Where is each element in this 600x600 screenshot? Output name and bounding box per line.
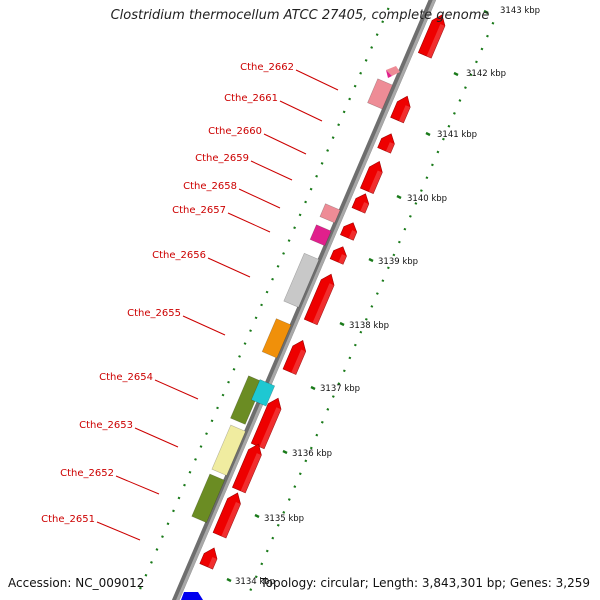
gene-feature[interactable] [191, 473, 225, 523]
reverse-strand-features[interactable] [181, 66, 400, 600]
label-connector [96, 521, 141, 541]
small-gene-feature[interactable] [386, 70, 392, 78]
label-connector [227, 212, 271, 233]
ruler-tick [425, 131, 431, 137]
cds-feature-shade[interactable] [426, 23, 445, 59]
gene-label: Cthe_2653 [79, 420, 133, 431]
gene-label: Cthe_2662 [240, 62, 294, 73]
gene-label: Cthe_2651 [41, 514, 95, 525]
cds-feature-shade[interactable] [240, 453, 262, 493]
gene-feature[interactable] [283, 252, 320, 308]
ruler-label: 3143 kbp [500, 6, 540, 16]
cds-feature-shade[interactable] [291, 349, 306, 375]
ruler-dot-line [139, 0, 394, 590]
ruler-tick [310, 385, 316, 391]
gene-feature[interactable] [250, 379, 276, 407]
accession-text: Accession: NC_009012 [8, 576, 145, 590]
gene-label: Cthe_2656 [152, 250, 206, 261]
ruler-label: 3134 kbp [235, 577, 275, 587]
cds-feature[interactable] [232, 443, 262, 494]
gene-feature[interactable] [367, 78, 393, 110]
label-connector [263, 133, 307, 155]
gene-label: Cthe_2658 [183, 181, 237, 192]
gene-label: Cthe_2652 [60, 468, 114, 479]
label-connector [182, 315, 226, 336]
ruler-label: 3142 kbp [466, 69, 506, 79]
ruler-tick [483, 9, 489, 15]
cds-feature-shade[interactable] [259, 407, 282, 449]
cds-feature[interactable] [377, 133, 395, 154]
cds-feature[interactable] [351, 193, 370, 214]
cds-feature[interactable] [199, 547, 218, 570]
label-connector [250, 160, 293, 181]
ruler-tick [339, 321, 345, 327]
gene-feature[interactable] [181, 592, 203, 600]
gene-feature[interactable] [261, 318, 292, 359]
gene-label: Cthe_2660 [208, 126, 262, 137]
label-connector [115, 475, 160, 495]
cds-feature-shade[interactable] [221, 502, 241, 539]
ruler-label: 3135 kbp [264, 514, 304, 524]
genome-backbone [171, 0, 437, 600]
cds-feature[interactable] [340, 222, 358, 241]
ruler-label: 3139 kbp [378, 257, 418, 267]
ruler-tick [453, 71, 459, 77]
label-connector [279, 100, 323, 122]
ruler-label-group: 3143 kbp 3142 kbp 3141 kbp 3140 kbp 3139… [235, 6, 540, 587]
gene-label: Cthe_2654 [99, 372, 153, 383]
cds-feature-shade[interactable] [385, 142, 395, 154]
genome-summary-text: Topology: circular; Length: 3,843,301 bp… [260, 576, 590, 590]
gene-feature[interactable] [319, 203, 341, 224]
cds-feature[interactable] [417, 14, 446, 59]
cds-feature-shade[interactable] [312, 283, 335, 325]
ruler-tick [226, 577, 232, 583]
cds-feature-shade[interactable] [208, 556, 218, 570]
ruler-label: 3137 kbp [320, 384, 360, 394]
cds-feature[interactable] [390, 95, 411, 124]
label-connectors [96, 69, 339, 541]
cds-feature[interactable] [303, 273, 335, 326]
ruler-tick [282, 449, 288, 455]
cds-feature[interactable] [282, 340, 307, 375]
cds-feature[interactable] [359, 160, 383, 194]
label-connector [154, 379, 199, 400]
map-title: Clostridium thermocellum ATCC 27405, com… [110, 8, 490, 23]
ruler-label: 3140 kbp [407, 194, 447, 204]
cds-feature-shade[interactable] [360, 202, 369, 214]
cds-feature-shade[interactable] [368, 170, 383, 194]
cds-feature[interactable] [329, 246, 347, 265]
gene-feature[interactable] [211, 424, 246, 476]
cds-feature[interactable] [250, 397, 282, 450]
label-connector [295, 69, 339, 91]
cds-feature-shade[interactable] [398, 105, 411, 123]
ruler-label: 3138 kbp [349, 321, 389, 331]
gene-label: Cthe_2655 [127, 308, 181, 319]
ruler-dots [139, 0, 495, 600]
cds-feature[interactable] [212, 492, 241, 539]
gene-feature[interactable] [309, 224, 332, 247]
ruler-label: 3141 kbp [437, 130, 477, 140]
label-connector [207, 257, 251, 278]
ruler-tick [368, 257, 374, 263]
ruler-tick [396, 194, 402, 200]
cds-feature-shade[interactable] [338, 254, 347, 265]
ruler-label: 3136 kbp [292, 449, 332, 459]
gene-label: Cthe_2657 [172, 205, 226, 216]
ruler-tick [254, 513, 260, 519]
label-connector [238, 188, 281, 209]
forward-strand-features[interactable] [199, 14, 446, 570]
label-connector [134, 427, 179, 448]
gene-label: Cthe_2661 [224, 93, 278, 104]
gene-label-group: Cthe_2662 Cthe_2661 Cthe_2660 Cthe_2659 … [41, 62, 294, 525]
cds-feature-shade[interactable] [348, 230, 357, 241]
gene-label: Cthe_2659 [195, 153, 249, 164]
